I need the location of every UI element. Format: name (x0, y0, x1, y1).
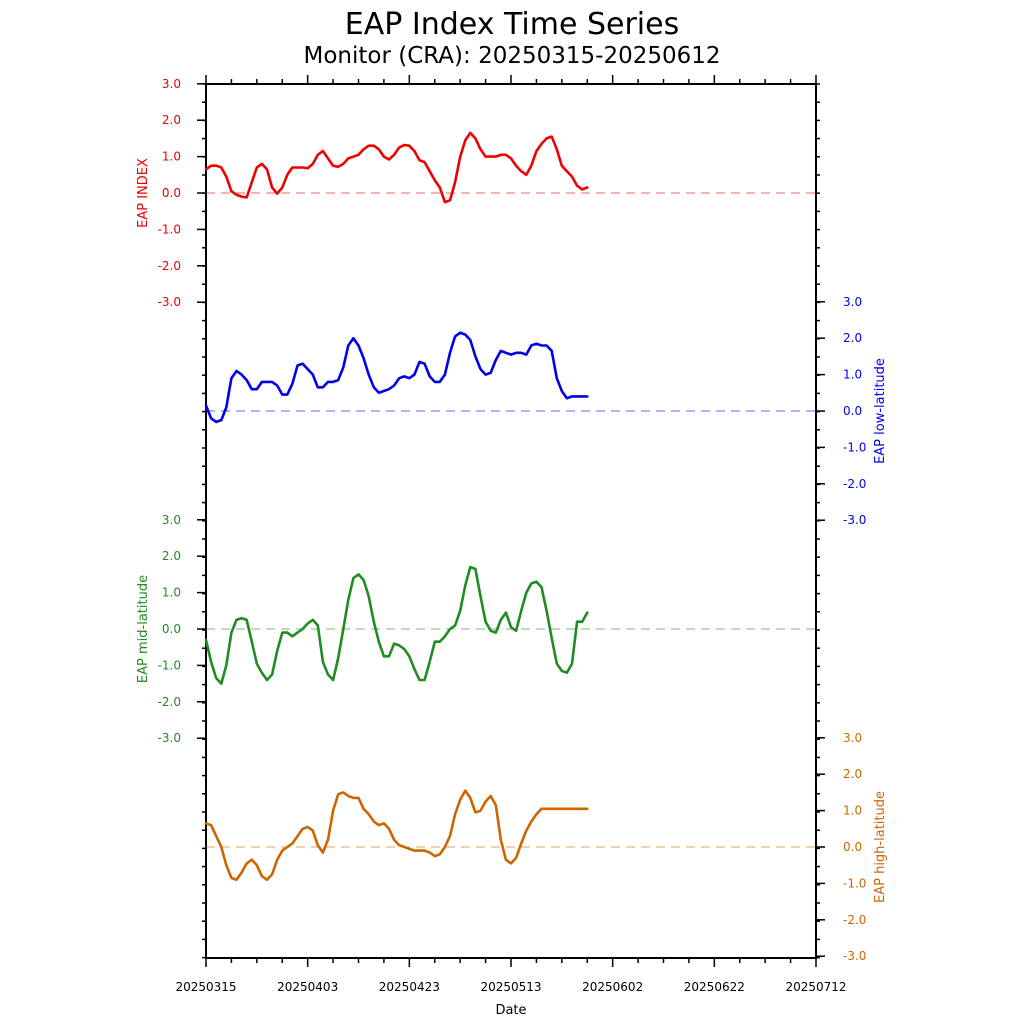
eap-low-latitude-y-tick-label: 2.0 (843, 331, 862, 345)
x-axis-title: Date (495, 1003, 526, 1018)
eap-index-y-tick-label: 3.0 (162, 77, 181, 91)
x-tick-label: 20250315 (175, 980, 236, 994)
eap-index-y-tick-label: 2.0 (162, 113, 181, 127)
eap-low-latitude-y-tick-label: -2.0 (843, 477, 866, 491)
eap-high-latitude-y-tick-label: 0.0 (843, 840, 862, 854)
eap-high-latitude-y-tick-label: -2.0 (843, 913, 866, 927)
plot-area: 20250315 20250403 20250423 20250513 20250602… (136, 75, 888, 994)
x-tick-label: 20250403 (277, 980, 338, 994)
eap-high-latitude-series-line (204, 789, 589, 882)
eap-mid-latitude-y-tick-label: 1.0 (162, 586, 181, 600)
x-tick-label: 20250622 (684, 980, 745, 994)
x-tick-label: 20250602 (582, 980, 643, 994)
eap-low-latitude-y-tick-label: 0.0 (843, 404, 862, 418)
eap-index-y-tick-label: -2.0 (158, 259, 181, 273)
eap-low-latitude-axis-title: EAP low-latitude (873, 358, 888, 464)
x-tick-label: 20250712 (785, 980, 846, 994)
eap-low-latitude-y-tick-label: 1.0 (843, 368, 862, 382)
plot-frame (205, 83, 817, 959)
chart-title: EAP Index Time Series (345, 7, 679, 42)
eap-low-latitude-y-tick-label: -3.0 (843, 513, 866, 527)
eap-mid-latitude-y-tick-label: 3.0 (162, 513, 181, 527)
eap-high-latitude-y-tick-label: -1.0 (843, 876, 866, 890)
eap-mid-latitude-y-tick-label: -3.0 (158, 731, 181, 745)
eap-index-y-tick-label: 1.0 (162, 150, 181, 164)
eap-low-latitude-series-line (204, 331, 589, 424)
eap-mid-latitude-y-tick-label: 0.0 (162, 622, 181, 636)
x-tick-label: 20250513 (480, 980, 541, 994)
eap-high-latitude-y-tick-label: 3.0 (843, 731, 862, 745)
eap-index-y-tick-label: -3.0 (158, 295, 181, 309)
eap-mid-latitude-axis-title: EAP mid-latitude (136, 575, 151, 683)
eap-mid-latitude-y-tick-label: -2.0 (158, 695, 181, 709)
eap-low-latitude-y-tick-label: 3.0 (843, 295, 862, 309)
eap-index-y-tick-label: -1.0 (158, 222, 181, 236)
eap-high-latitude-y-tick-label: 2.0 (843, 767, 862, 781)
eap-mid-latitude-series-line (204, 565, 589, 685)
chart-subtitle: Monitor (CRA): 20250315-20250612 (303, 43, 720, 69)
eap-index-series-line (204, 131, 589, 204)
eap-index-axis-title: EAP INDEX (136, 158, 151, 228)
eap-low-latitude-y-tick-label: -1.0 (843, 440, 866, 454)
eap-mid-latitude-y-tick-label: -1.0 (158, 658, 181, 672)
eap-mid-latitude-y-tick-label: 2.0 (162, 549, 181, 563)
x-tick-label: 20250423 (379, 980, 440, 994)
eap-index-y-tick-label: 0.0 (162, 186, 181, 200)
eap-high-latitude-axis-title: EAP high-latitude (873, 791, 888, 903)
eap-high-latitude-y-tick-label: -3.0 (843, 949, 866, 963)
eap-high-latitude-y-tick-label: 1.0 (843, 804, 862, 818)
